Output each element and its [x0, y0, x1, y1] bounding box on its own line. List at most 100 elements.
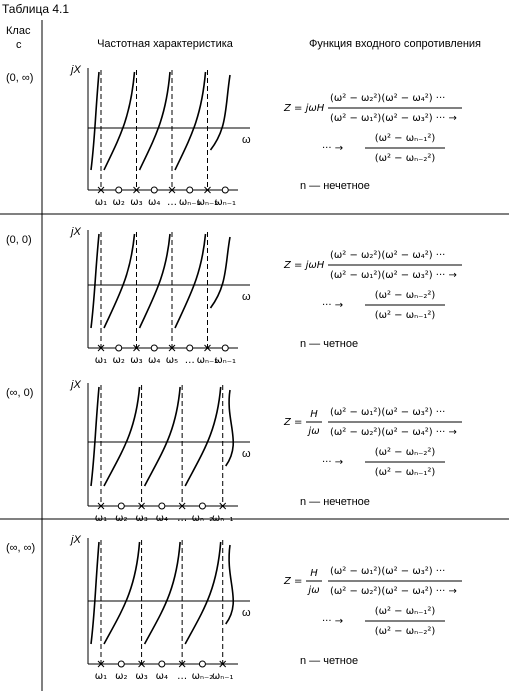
formula-note: n — четное — [300, 655, 358, 667]
reactance-branch — [184, 386, 222, 487]
table-title: Таблица 4.1 — [2, 2, 69, 16]
reactance-branch — [143, 541, 181, 645]
pole-mark — [97, 660, 105, 668]
formula-factor-num: H — [310, 568, 318, 579]
tick-label: … — [177, 671, 187, 682]
formula-prefix: Z = jωH — [283, 260, 325, 271]
formula-numerator: (ω² − ω₁²)(ω² − ω₃²) ··· — [330, 566, 445, 577]
formula-numerator: (ω² − ω₂²)(ω² − ω₄²) ··· — [330, 93, 445, 104]
pole-mark — [97, 186, 105, 194]
tick-label: ω₁ — [95, 355, 107, 366]
formula-denominator: (ω² − ωₙ₋₂²) — [375, 153, 436, 164]
pole-mark — [133, 344, 140, 352]
tick-label: ω₃ — [130, 197, 142, 208]
formula-lead: ··· → — [322, 616, 343, 627]
tick-label: ω₂ — [115, 671, 127, 682]
zero-mark — [150, 344, 158, 352]
tick-label: ω₃ — [130, 355, 142, 366]
x-axis-label: ω — [242, 134, 251, 146]
zero-mark — [117, 660, 125, 668]
pole-mark — [204, 186, 211, 194]
formula-prefix: Z = — [283, 417, 302, 428]
x-axis-label: ω — [242, 291, 251, 303]
pole-mark — [219, 660, 227, 668]
reactance-branch — [209, 74, 231, 151]
tick-label: ω₁ — [95, 671, 107, 682]
pole-mark — [138, 502, 145, 510]
class-header: с — [16, 39, 22, 51]
zero-mark — [198, 660, 206, 668]
formula-denominator: (ω² − ω₂²)(ω² − ω₄²) ··· → — [330, 586, 457, 597]
formula-denominator: (ω² − ω₁²)(ω² − ω₃²) ··· → — [330, 270, 457, 281]
pole-mark — [138, 660, 145, 668]
zero-mark — [158, 660, 166, 668]
tick-label: … — [167, 197, 177, 208]
zero-mark — [115, 344, 123, 352]
reactance-branch — [225, 389, 234, 467]
pole-mark — [97, 344, 105, 352]
formula-factor-den: jω — [306, 585, 319, 596]
tick-label: ω₁ — [95, 513, 107, 524]
zero-mark — [150, 186, 158, 194]
reactance-branch — [225, 544, 234, 625]
reactance-branch — [143, 386, 181, 487]
formula-lead: ··· → — [322, 300, 343, 311]
class-label: (0, 0) — [6, 234, 32, 246]
y-axis-label: jX — [69, 534, 81, 546]
tick-label: ω₅ — [166, 355, 178, 366]
formula-numerator: (ω² − ωₙ₋₂²) — [375, 447, 436, 458]
tick-label: ωₙ₋₂ — [197, 197, 219, 208]
pole-mark — [168, 186, 176, 194]
tick-label: … — [185, 355, 195, 366]
tick-label: ω₃ — [135, 513, 147, 524]
tick-label: ωₙ₋₂ — [197, 355, 219, 366]
reactance-branch — [209, 236, 231, 309]
tick-label: ωₙ₋₂ — [192, 513, 214, 524]
tick-label: ωₙ₋₂ — [192, 671, 214, 682]
formula-numerator: (ω² − ωₙ₋₂²) — [375, 290, 436, 301]
zero-mark — [158, 502, 166, 510]
column-header: Функция входного сопротивления — [309, 38, 481, 50]
reactance-branch — [138, 233, 171, 329]
x-axis-label: ω — [242, 607, 251, 619]
class-header: Клас — [6, 25, 31, 37]
reactance-branch — [184, 541, 222, 645]
formula-factor-num: H — [310, 409, 318, 420]
tick-label: ωₙ₋₁ — [212, 513, 234, 524]
formula-factor-den: jω — [306, 426, 319, 437]
formula-lead: ··· → — [322, 143, 343, 154]
tick-label: ω₄ — [148, 197, 160, 208]
zero-mark — [221, 344, 229, 352]
y-axis-label: jX — [69, 64, 81, 76]
y-axis-label: jX — [69, 226, 81, 238]
pole-mark — [178, 502, 186, 510]
formula-note: n — нечетное — [300, 180, 370, 192]
tick-label: ω₂ — [113, 197, 125, 208]
formula-numerator: (ω² − ω₂²)(ω² − ω₄²) ··· — [330, 250, 445, 261]
formula-denominator: (ω² − ωₙ₋₁²) — [375, 310, 436, 321]
column-header: Частотная характеристика — [97, 38, 234, 50]
pole-mark — [97, 502, 105, 510]
pole-mark — [204, 344, 211, 352]
formula-prefix: Z = jωH — [283, 103, 325, 114]
y-axis-label: jX — [69, 379, 81, 391]
tick-label: ωₙ₋₁ — [214, 197, 236, 208]
reactance-branch — [90, 233, 100, 329]
zero-mark — [221, 186, 229, 194]
reactance-branch — [174, 233, 207, 329]
reactance-branch — [90, 541, 100, 645]
tick-label: ω₂ — [115, 513, 127, 524]
formula-denominator: (ω² − ω₁²)(ω² − ω₃²) ··· → — [330, 113, 457, 124]
reactance-branch — [138, 71, 171, 171]
class-label: (∞, ∞) — [6, 542, 35, 554]
zero-mark — [186, 186, 194, 194]
zero-mark — [198, 502, 206, 510]
reactance-branch — [90, 386, 100, 487]
formula-denominator: (ω² − ω₂²)(ω² − ω₄²) ··· → — [330, 427, 457, 438]
formula-note: n — четное — [300, 338, 358, 350]
tick-label: ω₃ — [135, 671, 147, 682]
tick-label: ω₄ — [156, 513, 168, 524]
pole-mark — [133, 186, 140, 194]
